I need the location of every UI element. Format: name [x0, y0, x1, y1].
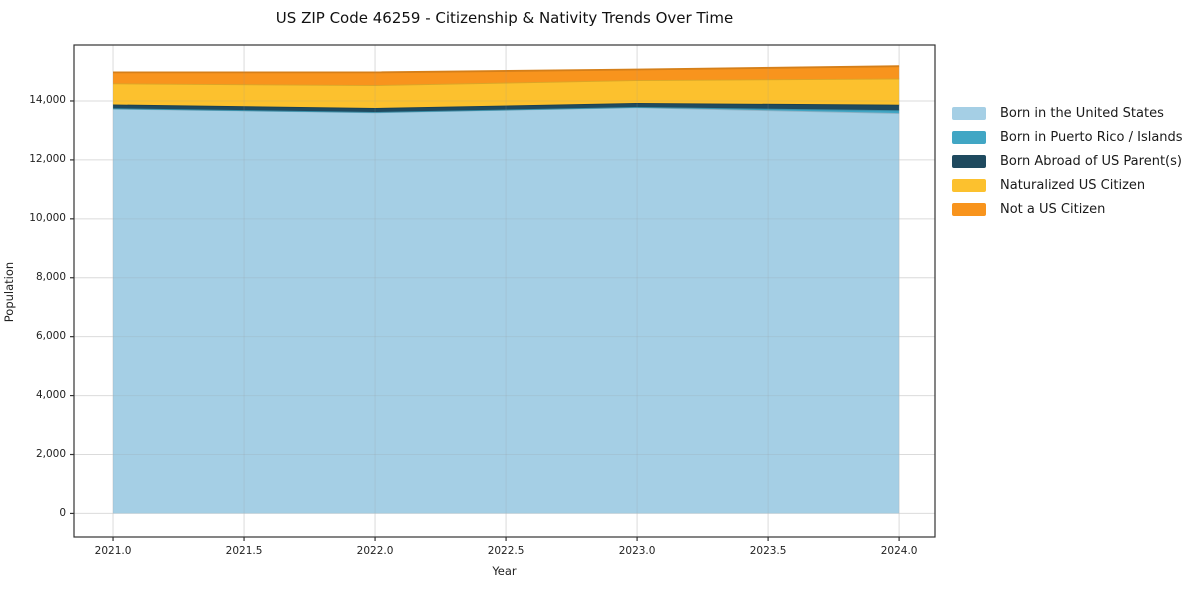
- area-top-edge: [113, 65, 900, 74]
- legend-swatch-icon: [952, 154, 986, 168]
- legend-swatch-icon: [952, 202, 986, 216]
- y-tick-label: 4,000: [35, 389, 66, 402]
- legend-swatch-icon: [952, 106, 986, 120]
- legend-swatch-icon: [952, 130, 986, 144]
- y-tick-label: 6,000: [35, 330, 66, 343]
- y-tick-label: 14,000: [29, 94, 66, 107]
- chart-legend: Born in the United States Born in Puerto …: [952, 101, 1183, 221]
- x-tick-label: 2024.0: [880, 545, 918, 557]
- legend-row: Not a US Citizen: [952, 197, 1183, 221]
- y-tick-label: 8,000: [35, 271, 66, 284]
- y-tick-label: 0: [59, 506, 66, 519]
- legend-swatch-icon: [952, 178, 986, 192]
- plot-border: [73, 44, 936, 538]
- legend-label: Naturalized US Citizen: [1000, 177, 1146, 193]
- x-axis-label: Year: [492, 564, 517, 578]
- y-axis-label: Population: [2, 261, 16, 323]
- legend-label: Born Abroad of US Parent(s): [1000, 153, 1182, 169]
- legend-label: Born in the United States: [1000, 105, 1164, 121]
- y-tick-label: 12,000: [29, 153, 66, 166]
- legend-row: Born in the United States: [952, 101, 1183, 125]
- area-born-in-the-united-states: [113, 107, 900, 514]
- y-tick-label: 2,000: [35, 448, 66, 460]
- area-born-abroad-of-us-parent-s-: [113, 103, 900, 112]
- legend-label: Not a US Citizen: [1000, 201, 1106, 217]
- legend-label: Born in Puerto Rico / Islands: [1000, 129, 1183, 145]
- x-tick-label: 2021.5: [225, 545, 263, 557]
- x-tick-label: 2022.0: [356, 545, 394, 557]
- x-tick-label: 2023.5: [749, 545, 787, 557]
- area-naturalized-us-citizen: [113, 78, 900, 108]
- x-tick-label: 2022.5: [487, 545, 525, 557]
- area-not-a-us-citizen: [113, 66, 900, 86]
- x-tick-label: 2023.0: [618, 545, 656, 557]
- legend-row: Born Abroad of US Parent(s): [952, 149, 1183, 173]
- legend-row: Naturalized US Citizen: [952, 173, 1183, 197]
- x-tick-label: 2021.0: [94, 545, 132, 557]
- chart-title: US ZIP Code 46259 - Citizenship & Nativi…: [275, 9, 734, 27]
- y-tick-label: 10,000: [29, 212, 66, 225]
- legend-row: Born in Puerto Rico / Islands: [952, 125, 1183, 149]
